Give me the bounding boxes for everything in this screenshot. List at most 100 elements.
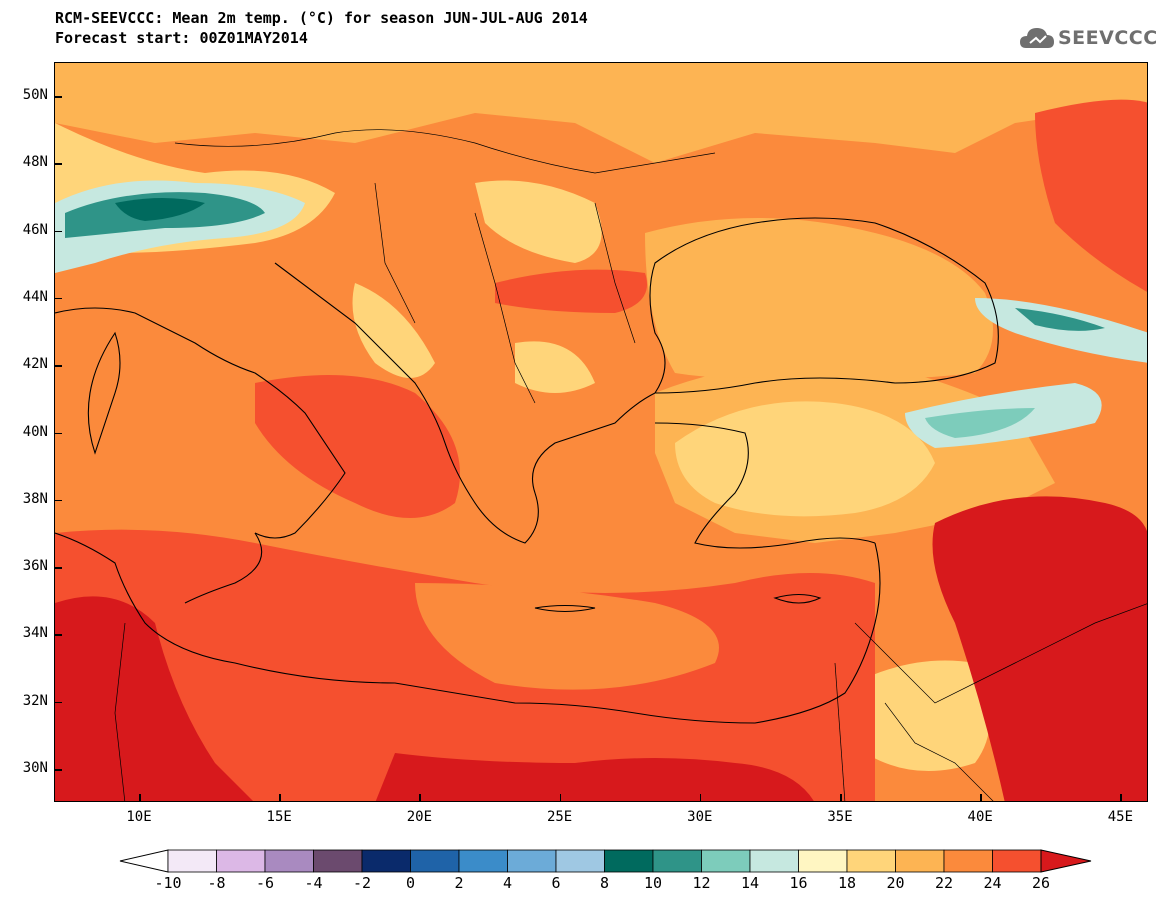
coastlines bbox=[55, 217, 999, 724]
colorbar-over-triangle bbox=[1040, 849, 1092, 873]
lat-tick bbox=[55, 769, 62, 771]
black-sea bbox=[645, 218, 993, 378]
title-line-2: Forecast start: 00Z01MAY2014 bbox=[55, 29, 308, 47]
lon-label: 25E bbox=[546, 809, 573, 825]
colorbar-swatch bbox=[652, 849, 702, 873]
lat-label: 46N bbox=[22, 221, 48, 238]
colorbar-label: -10 bbox=[154, 874, 182, 892]
colorbar-under-triangle bbox=[119, 849, 169, 873]
lat-tick bbox=[55, 163, 62, 165]
lat-label: 32N bbox=[22, 692, 48, 709]
lat-label: 44N bbox=[22, 288, 48, 305]
lat-tick bbox=[55, 634, 62, 636]
lat-tick bbox=[55, 96, 62, 98]
colorbar-swatch bbox=[846, 849, 896, 873]
lat-label: 38N bbox=[22, 490, 48, 507]
colorbar-swatch bbox=[701, 849, 751, 873]
lon-tick bbox=[980, 794, 982, 801]
contour-14-16-caucasus bbox=[975, 298, 1147, 363]
logo-text: SEEVCCC bbox=[1058, 27, 1158, 49]
colorbar-label: -8 bbox=[207, 874, 226, 892]
adriatic-balkan-coast bbox=[274, 262, 656, 544]
contour-18-20-balkans bbox=[515, 341, 595, 393]
italy-coast bbox=[55, 307, 346, 539]
corsica-sardinia-coast bbox=[87, 331, 121, 455]
colorbar-label: 2 bbox=[454, 874, 464, 892]
contour-24-26-danube bbox=[495, 269, 647, 313]
colorbar-swatch bbox=[458, 849, 508, 873]
lat-label: 36N bbox=[22, 558, 48, 575]
colorbar-swatch bbox=[798, 849, 848, 873]
lon-tick bbox=[279, 794, 281, 801]
contour-12-14-east-anatolia bbox=[925, 408, 1035, 438]
contour-22-24-libyan-sea bbox=[415, 583, 719, 690]
country-borders bbox=[114, 129, 1147, 801]
lat-tick bbox=[55, 701, 62, 704]
contour-20-22-north bbox=[55, 63, 1147, 163]
lon-tick bbox=[419, 794, 421, 801]
lat-tick bbox=[55, 499, 62, 502]
contour-10-12-caucasus bbox=[1015, 308, 1105, 331]
south-mediterranean-coast bbox=[55, 532, 881, 724]
colorbar-label: 22 bbox=[934, 874, 954, 892]
title-line-1: RCM-SEEVCCC: Mean 2m temp. (°C) for seas… bbox=[55, 9, 588, 27]
colorbar-swatch bbox=[604, 849, 654, 873]
lat-tick bbox=[55, 432, 62, 434]
colorbar-swatch bbox=[943, 849, 993, 873]
colorbar-label: 4 bbox=[502, 874, 513, 892]
colorbar-label: 6 bbox=[551, 874, 561, 892]
lat-tick bbox=[55, 365, 62, 367]
colorbar-swatch bbox=[167, 849, 217, 873]
lon-label: 10E bbox=[126, 809, 152, 825]
contour-18-20-dinarides bbox=[352, 283, 435, 378]
border-balkan-3 bbox=[594, 202, 636, 344]
lat-label: 48N bbox=[22, 154, 48, 171]
colorbar-swatch bbox=[749, 849, 799, 873]
colorbar-swatch bbox=[313, 849, 363, 873]
contour-over-26-libya-egypt bbox=[375, 753, 814, 801]
border-middle-east-1 bbox=[854, 603, 1147, 704]
colorbar-swatch bbox=[507, 849, 557, 873]
colorbar-label: 20 bbox=[886, 874, 905, 892]
cloud-icon bbox=[1020, 28, 1054, 48]
lat-tick bbox=[55, 297, 62, 300]
lat-label: 50N bbox=[22, 87, 48, 103]
black-sea-coast bbox=[649, 217, 999, 394]
colorbar-label: 26 bbox=[1031, 874, 1051, 892]
colorbar-label: -6 bbox=[255, 874, 275, 892]
border-libya-egypt bbox=[834, 662, 846, 801]
contour-24-26-ionian bbox=[255, 375, 460, 518]
lon-label: 15E bbox=[266, 809, 292, 825]
colorbar-label: 10 bbox=[643, 874, 663, 892]
contour-over-26-algeria bbox=[55, 596, 253, 801]
contour-8-10-alps bbox=[115, 198, 205, 221]
temperature-map bbox=[54, 62, 1148, 802]
colorbar-label: 18 bbox=[837, 874, 857, 892]
border-balkan-1 bbox=[374, 182, 416, 324]
colorbar-label: -2 bbox=[352, 874, 372, 892]
border-balkan-2 bbox=[474, 212, 536, 404]
colorbar-label: -4 bbox=[304, 874, 323, 892]
colorbar-swatch bbox=[555, 849, 605, 873]
lon-label: 40E bbox=[967, 809, 993, 825]
lon-label: 45E bbox=[1107, 809, 1134, 825]
lat-label: 42N bbox=[22, 356, 48, 373]
lon-tick bbox=[840, 794, 842, 801]
lon-label: 30E bbox=[687, 809, 713, 825]
border-middle-east-2 bbox=[884, 702, 994, 801]
lon-label: 20E bbox=[406, 809, 433, 825]
border-north bbox=[174, 129, 716, 174]
sicily-coast bbox=[184, 532, 263, 604]
seevccc-logo: SEEVCCC bbox=[1018, 22, 1157, 54]
lon-label: 35E bbox=[827, 809, 853, 825]
colorbar-label: 14 bbox=[740, 874, 760, 892]
lon-tick bbox=[559, 794, 562, 801]
lat-tick bbox=[55, 567, 62, 569]
contour-over-26-syria-iraq bbox=[932, 496, 1147, 801]
contour-18-20-carpathians bbox=[475, 180, 602, 263]
contour-18-20-anatolia bbox=[675, 401, 935, 517]
colorbar bbox=[119, 849, 1092, 873]
colorbar-swatch bbox=[216, 849, 266, 873]
colorbar-label: 12 bbox=[692, 874, 711, 892]
colorbar-swatch bbox=[895, 849, 945, 873]
